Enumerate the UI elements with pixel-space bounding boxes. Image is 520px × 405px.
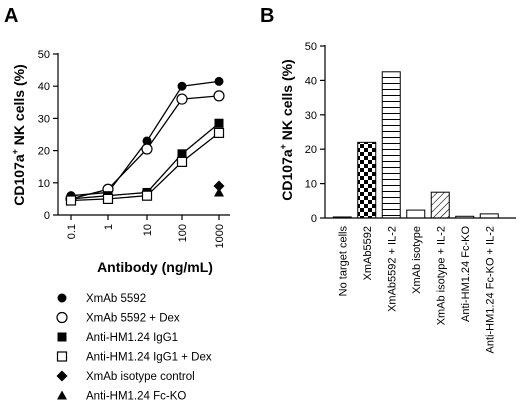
- legend-marker: [56, 370, 68, 382]
- panel-label-a: A: [4, 5, 18, 27]
- legend-marker: [56, 311, 68, 324]
- y-tick-label: 30: [38, 113, 50, 125]
- panel-b-category-labels: No target cells XmAb5592 XmAb5592 + IL-2 Xm…: [337, 226, 496, 354]
- category-label: Anti-HM1.24 Fc-KO + IL-2: [484, 226, 496, 353]
- legend-label: XmAb 5592 + Dex: [86, 313, 180, 325]
- category-label: Anti-HM1.24 Fc-KO: [460, 226, 472, 322]
- y-tick-label: 40: [305, 75, 317, 87]
- x-tick-label: 1: [103, 224, 115, 230]
- x-tick-label: 10: [142, 224, 154, 236]
- legend-marker: [57, 390, 67, 400]
- bar: [479, 213, 499, 219]
- panel-label-b: B: [260, 5, 274, 27]
- data-point: [213, 127, 225, 138]
- panel-b-y-axis-label: CD107a+ NK cells (%): [278, 59, 295, 200]
- data-point: [177, 149, 187, 159]
- panel-a-points: [65, 76, 225, 206]
- legend-marker: [57, 293, 67, 303]
- data-point: [213, 90, 225, 102]
- x-tick-label: 0.1: [66, 224, 78, 239]
- data-point: [176, 156, 188, 167]
- data-point: [214, 118, 224, 128]
- x-tick-label: 1000: [214, 224, 226, 248]
- panel-a-y-axis-label: CD107a+ NK cells (%): [10, 64, 27, 205]
- y-tick-label: 40: [38, 81, 50, 93]
- bar: [381, 71, 401, 219]
- bar: [406, 209, 426, 219]
- panel-a-x-ticks: 0.1 1 10 100 1000: [66, 215, 226, 248]
- category-label: XmAb5592 + IL-2: [386, 226, 398, 312]
- panel-a-x-axis-label: Antibody (ng/mL): [97, 259, 213, 275]
- legend-label: XmAb 5592: [86, 293, 146, 305]
- category-label: No target cells: [337, 226, 349, 297]
- legend-label: XmAb isotype control: [86, 371, 195, 383]
- panel-a-legend: XmAb 5592 XmAb 5592 + Dex Anti-HM1.24 IgG1…: [56, 293, 212, 403]
- panel-b-y-ticks: 0 10 20 30 40 50: [305, 41, 325, 225]
- legend-label: Anti-HM1.24 IgG1 + Dex: [86, 352, 212, 364]
- panel-a-chart: CD107a+ NK cells (%) 0 10 20 30 40 50 0.1 1 10 1…: [10, 49, 230, 275]
- data-point: [214, 187, 224, 197]
- y-tick-label: 50: [38, 49, 50, 61]
- panel-b-bars: [332, 71, 499, 219]
- data-point: [65, 195, 77, 206]
- y-tick-label: 0: [311, 213, 317, 225]
- panel-b-chart: CD107a+ NK cells (%) 0 10 20 30 40 50 No targ…: [278, 41, 516, 353]
- data-point: [214, 76, 224, 86]
- y-tick-label: 50: [305, 41, 317, 53]
- y-tick-label: 10: [38, 178, 50, 190]
- legend-marker: [56, 351, 68, 362]
- data-point: [102, 193, 114, 204]
- data-point: [177, 81, 187, 91]
- y-tick-label: 10: [305, 179, 317, 191]
- legend-marker: [57, 332, 67, 342]
- legend-label: Anti-HM1.24 IgG1: [86, 332, 178, 344]
- category-label: XmAb isotype + IL-2: [435, 226, 447, 325]
- data-point: [176, 93, 188, 105]
- bar: [357, 141, 377, 219]
- bar: [430, 191, 450, 219]
- data-point: [141, 143, 153, 155]
- data-point: [213, 180, 225, 192]
- series-line: [70, 122, 220, 200]
- category-label: XmAb5592: [362, 226, 374, 280]
- x-tick-label: 100: [177, 224, 189, 242]
- legend-label: Anti-HM1.24 Fc-KO: [86, 391, 186, 403]
- y-tick-label: 30: [305, 110, 317, 122]
- data-point: [141, 190, 153, 201]
- panel-a-y-ticks: 0 10 20 30 40 50: [38, 49, 58, 222]
- y-tick-label: 20: [305, 144, 317, 156]
- y-tick-label: 20: [38, 146, 50, 158]
- y-tick-label: 0: [44, 210, 50, 222]
- data-point: [142, 136, 152, 146]
- category-label: XmAb isotype: [411, 226, 423, 294]
